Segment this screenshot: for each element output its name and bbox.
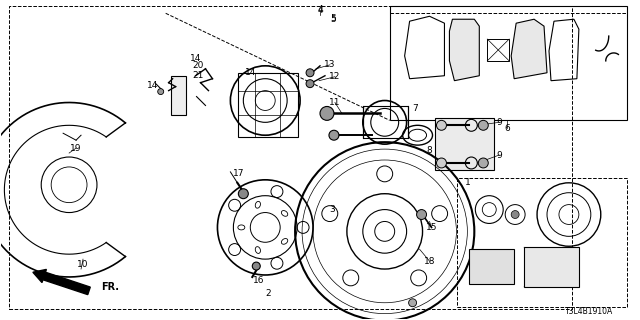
- Bar: [469, 249, 514, 284]
- Polygon shape: [171, 76, 186, 116]
- Text: 7: 7: [413, 104, 419, 113]
- Polygon shape: [511, 19, 547, 79]
- Text: 14: 14: [147, 81, 159, 90]
- Bar: [390, 6, 627, 120]
- FancyArrow shape: [33, 269, 90, 295]
- Text: 2: 2: [266, 289, 271, 298]
- Circle shape: [511, 211, 519, 219]
- Circle shape: [329, 130, 339, 140]
- Circle shape: [252, 262, 260, 270]
- Text: 14: 14: [190, 54, 201, 63]
- Bar: [458, 178, 627, 307]
- Text: 9: 9: [497, 150, 502, 160]
- Bar: [524, 247, 579, 287]
- Text: 20: 20: [193, 61, 204, 70]
- Text: 15: 15: [426, 223, 437, 232]
- Circle shape: [157, 89, 164, 95]
- Text: 3: 3: [329, 205, 335, 214]
- Circle shape: [306, 69, 314, 77]
- Circle shape: [238, 189, 248, 199]
- Text: 6: 6: [504, 124, 510, 133]
- Circle shape: [478, 120, 488, 130]
- Text: 1: 1: [465, 178, 470, 187]
- Text: 8: 8: [427, 146, 433, 155]
- Text: 10: 10: [77, 260, 89, 268]
- Circle shape: [436, 120, 447, 130]
- Text: 5: 5: [330, 14, 336, 23]
- Text: 12: 12: [329, 72, 340, 81]
- Circle shape: [436, 158, 447, 168]
- Text: 14: 14: [244, 68, 256, 77]
- Text: 13: 13: [324, 60, 336, 69]
- Text: 11: 11: [329, 98, 340, 107]
- Text: 19: 19: [70, 144, 82, 153]
- Text: 5: 5: [330, 15, 336, 24]
- Text: 17: 17: [232, 169, 244, 178]
- Text: 4: 4: [317, 5, 323, 14]
- Text: 18: 18: [424, 257, 435, 266]
- Polygon shape: [449, 19, 479, 81]
- Circle shape: [417, 210, 426, 220]
- Text: 9: 9: [497, 118, 502, 127]
- Circle shape: [408, 299, 417, 307]
- Bar: [487, 39, 509, 61]
- Circle shape: [478, 158, 488, 168]
- Bar: [10, 6, 572, 309]
- Text: 4: 4: [317, 6, 323, 15]
- Circle shape: [320, 107, 334, 120]
- Text: 21: 21: [193, 71, 204, 80]
- Circle shape: [306, 80, 314, 88]
- Polygon shape: [435, 118, 494, 170]
- Bar: [238, 73, 298, 137]
- Text: T3L4B1910A: T3L4B1910A: [564, 307, 613, 316]
- Text: FR.: FR.: [101, 282, 119, 292]
- Bar: [363, 107, 408, 138]
- Text: 16: 16: [253, 276, 264, 285]
